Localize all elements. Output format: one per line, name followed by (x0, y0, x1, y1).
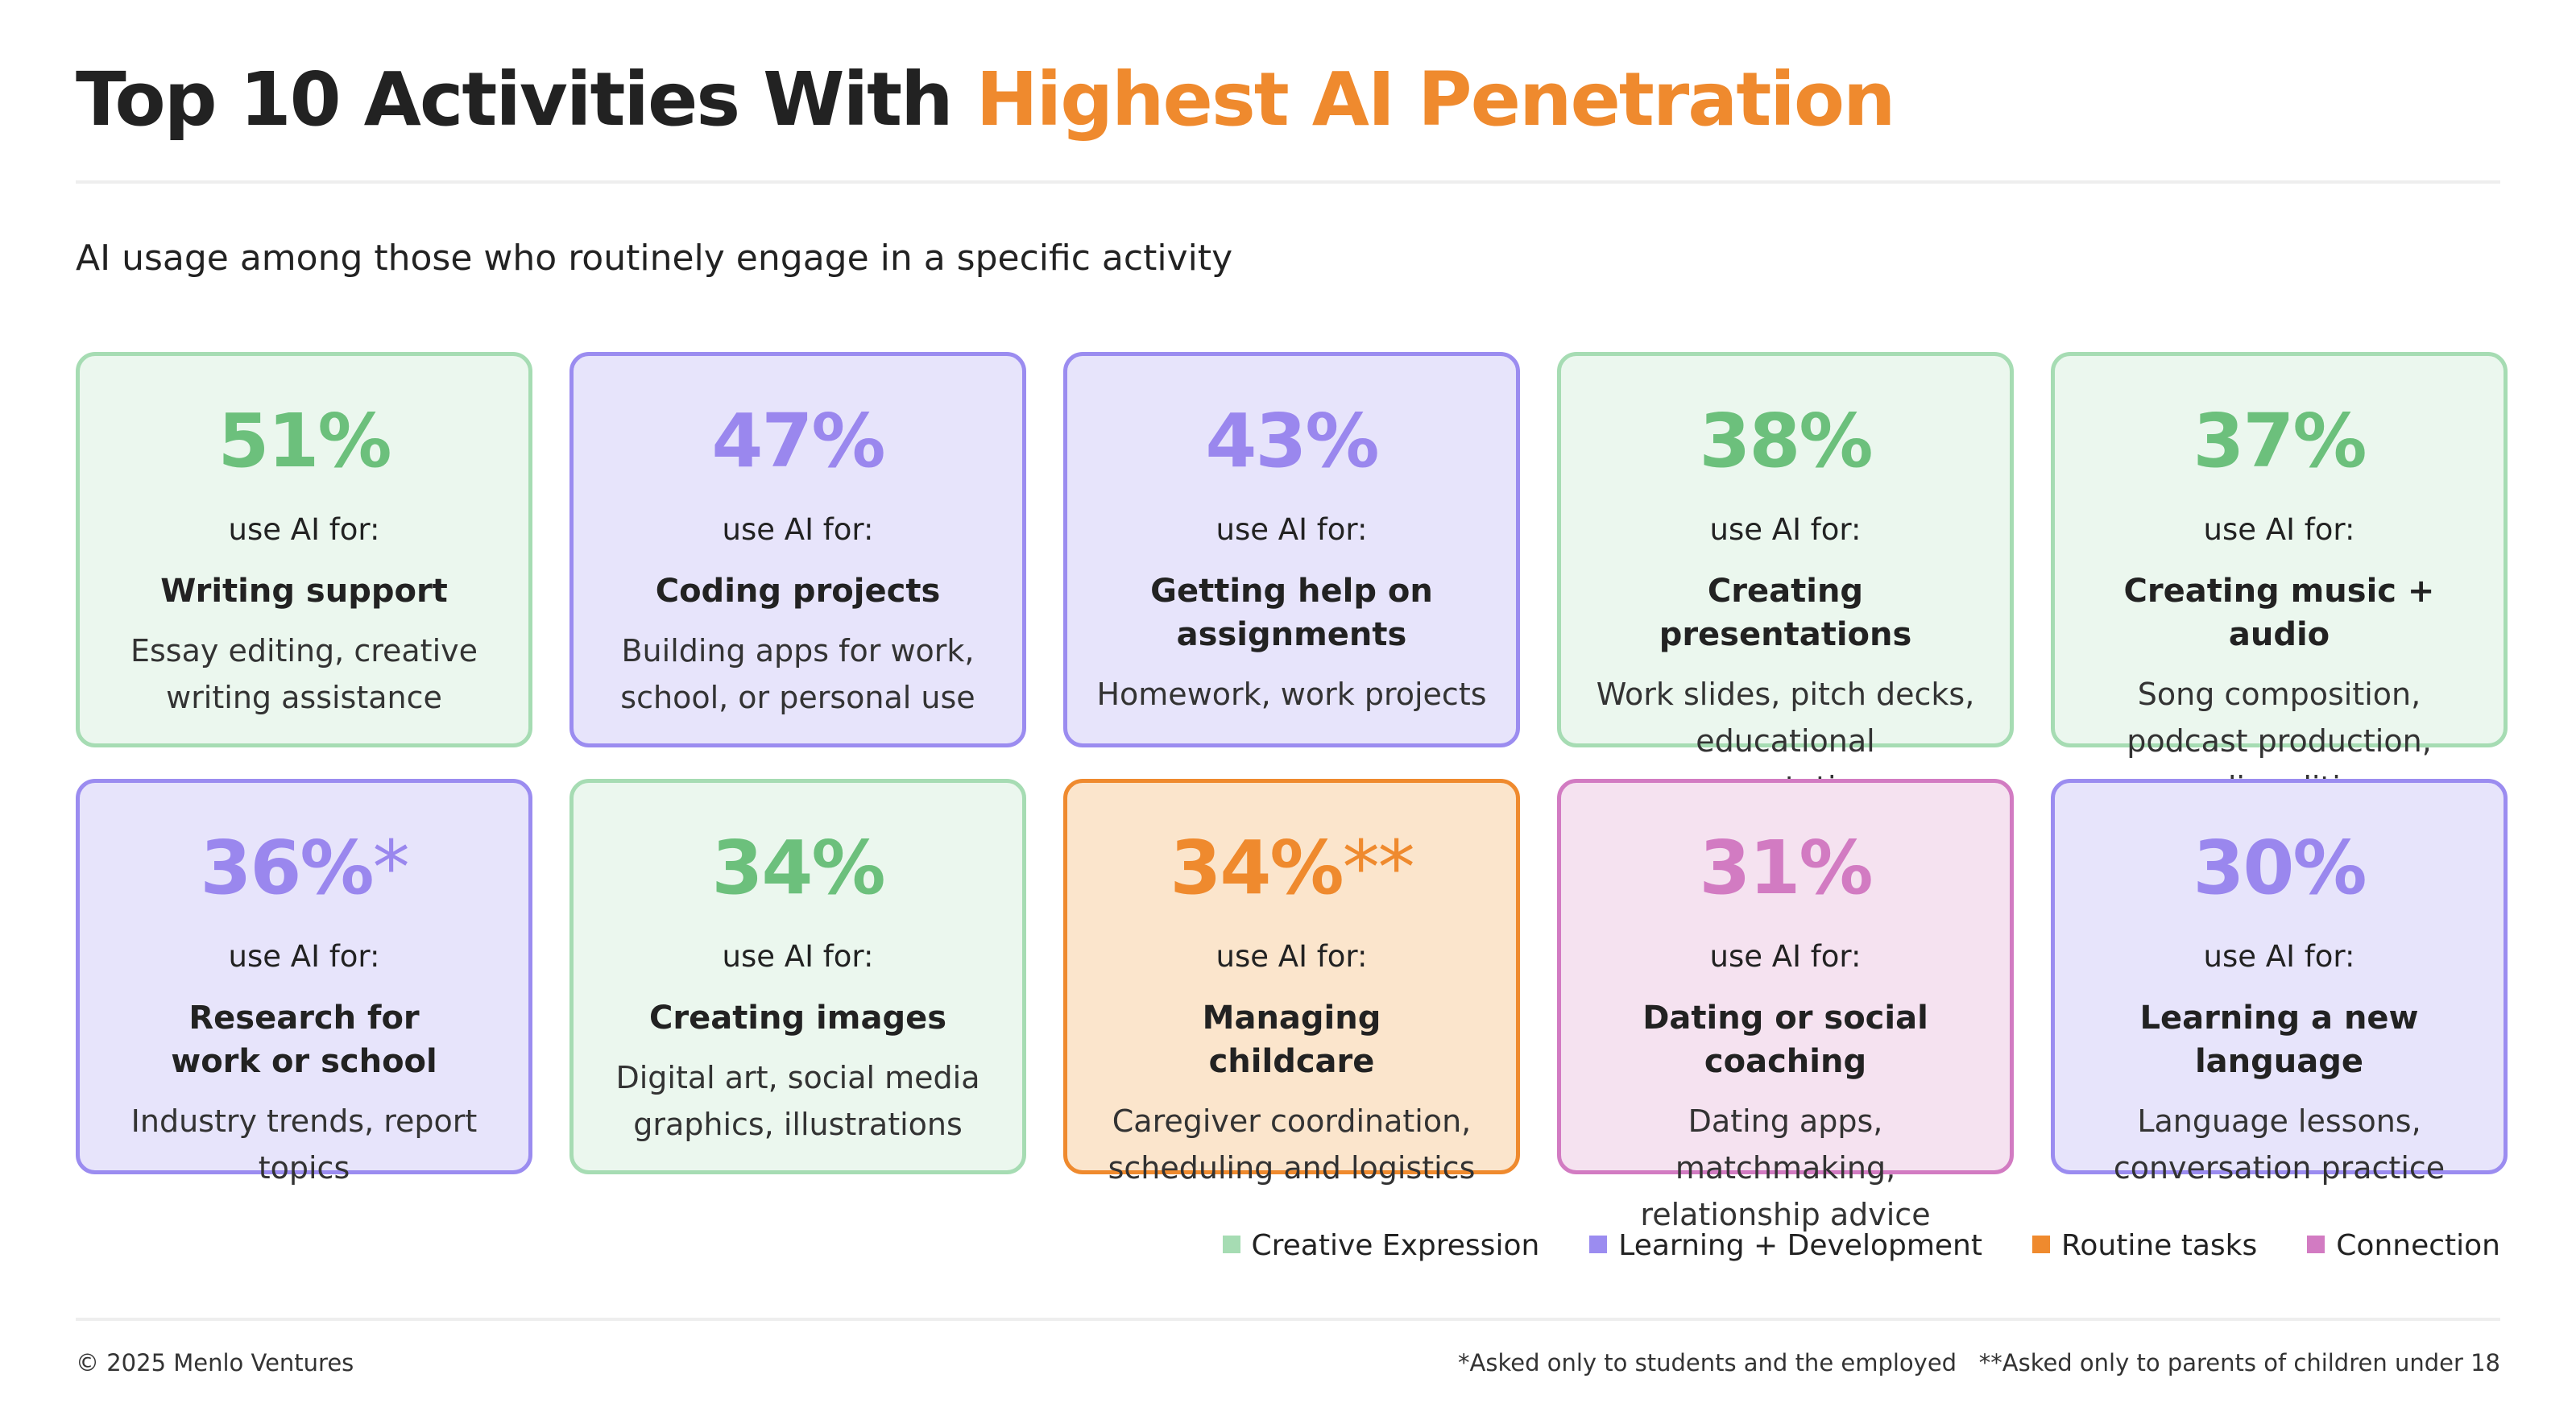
copyright: © 2025 Menlo Ventures (76, 1349, 354, 1376)
legend-swatch (2031, 1236, 2050, 1253)
percent-value: 34% (711, 825, 885, 911)
subtitle: AI usage among those who routinely engag… (76, 238, 1233, 279)
card-description: Dating apps, matchmaking, relationship a… (1640, 1103, 1931, 1232)
legend-item: Routine tasks (2031, 1229, 2258, 1262)
card: 51% use AI for: Writing support Essay editi… (76, 352, 532, 747)
card: 43% use AI for: Getting help on assignment… (1063, 352, 1520, 747)
lead-text: use AI for: (228, 939, 380, 974)
footnote: **Asked only to parents of children unde… (1978, 1349, 2500, 1376)
card: 38% use AI for: Creating presentations Work… (1557, 352, 2014, 805)
lead-text: use AI for: (722, 512, 874, 547)
card: 47% use AI for: Coding projects Building ap… (569, 352, 1026, 747)
footnote-mark: * (372, 825, 410, 911)
legend-label: Creative Expression (1251, 1229, 1540, 1262)
card-title: Dating or social coaching (1642, 1000, 1928, 1080)
divider (76, 1318, 2500, 1321)
percent-value: 30% (2193, 825, 2367, 911)
lead-text: use AI for: (228, 512, 380, 547)
legend-item: Connection (2307, 1229, 2500, 1262)
percent: 47% (711, 404, 885, 478)
card-description: Digital art, social media graphics, illu… (615, 1060, 980, 1142)
card-description: Building apps for work, school, or perso… (620, 633, 975, 715)
legend-swatch (1222, 1236, 1240, 1253)
card-description: Industry trends, report topics (130, 1103, 478, 1186)
legend-item: Creative Expression (1222, 1229, 1540, 1262)
card-description: Essay editing, creative writing assistan… (130, 633, 478, 715)
card-title: Creating presentations (1659, 573, 1912, 653)
percent-value: 43% (1205, 398, 1379, 484)
lead-text: use AI for: (1216, 939, 1368, 974)
card-title: Creating images (648, 1000, 947, 1037)
lead-text: use AI for: (1709, 939, 1862, 974)
percent-value: 51% (217, 398, 391, 484)
title: Top 10 Activities With Highest AI Penetr… (76, 56, 1896, 143)
legend-label: Routine tasks (2060, 1229, 2258, 1262)
card: 34% use AI for: Creating images Digital art… (569, 779, 1026, 1174)
card-title: Learning a new language (2139, 1000, 2419, 1080)
title-start: Top 10 Activities With (76, 56, 954, 143)
title-highlight: Highest AI Penetration (975, 56, 1896, 143)
legend-label: Connection (2336, 1229, 2500, 1262)
legend-swatch (1589, 1236, 1608, 1253)
percent-value: 37% (2193, 398, 2367, 484)
percent: 43% (1205, 404, 1379, 478)
percent: 30% (2193, 831, 2367, 905)
footnotes: *Asked only to students and the employed… (1458, 1349, 2500, 1376)
footnote: *Asked only to students and the employed (1458, 1349, 1957, 1376)
percent-value: 31% (1699, 825, 1873, 911)
legend: Creative Expression Learning + Developmen… (1222, 1229, 2500, 1262)
card-title: Coding projects (655, 573, 941, 610)
percent-value: 34% (1170, 825, 1344, 911)
card-description: Caregiver coordination, scheduling and l… (1108, 1103, 1476, 1186)
card: 36%* use AI for: Research for work or scho… (76, 779, 532, 1186)
card-title: Creating music + audio (2123, 573, 2435, 653)
legend-label: Learning + Development (1618, 1229, 1982, 1262)
card-description: Language lessons, conversation practice (2113, 1103, 2446, 1186)
card-description: Homework, work projects (1096, 677, 1487, 712)
card-title: Managing childcare (1202, 1000, 1381, 1080)
percent-value: 36% (200, 825, 374, 911)
lead-text: use AI for: (1216, 512, 1368, 547)
card-title: Getting help on assignments (1150, 573, 1433, 653)
lead-text: use AI for: (722, 939, 874, 974)
lead-text: use AI for: (1709, 512, 1862, 547)
card: 34%** use AI for: Managing childcare Caregi… (1063, 779, 1520, 1186)
percent-value: 47% (711, 398, 885, 484)
legend-swatch (2307, 1236, 2325, 1253)
lead-text: use AI for: (2203, 939, 2355, 974)
legend-item: Learning + Development (1589, 1229, 1982, 1262)
percent-value: 38% (1699, 398, 1873, 484)
percent: 51% (217, 404, 391, 478)
divider (76, 180, 2500, 184)
card: 37% use AI for: Creating music + audio Song… (2051, 352, 2508, 805)
footnote-mark: ** (1342, 825, 1415, 911)
card: 31% use AI for: Dating or social coaching D… (1557, 779, 2014, 1232)
lead-text: use AI for: (2203, 512, 2355, 547)
percent: 31% (1699, 831, 1873, 905)
card-title: Research for work or school (171, 1000, 437, 1080)
percent: 34% (711, 831, 885, 905)
percent: 36%* (200, 831, 409, 905)
card-title: Writing support (160, 573, 448, 610)
card: 30% use AI for: Learning a new language Lan… (2051, 779, 2508, 1186)
percent: 38% (1699, 404, 1873, 478)
percent: 34%** (1170, 831, 1414, 905)
percent: 37% (2193, 404, 2367, 478)
